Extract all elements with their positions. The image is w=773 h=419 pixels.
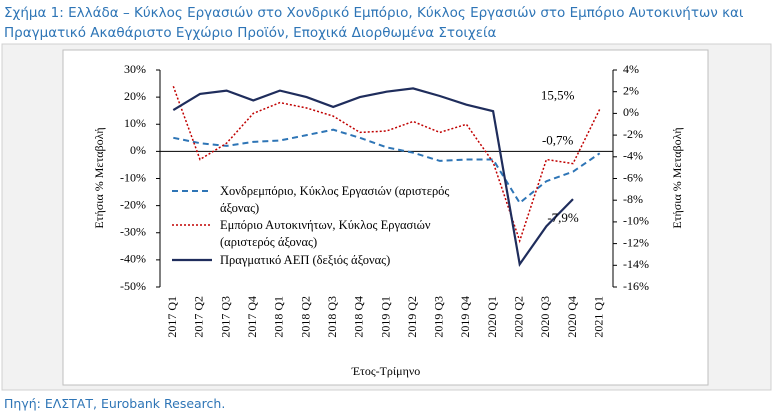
x-tick-label: 2017 Q4 — [245, 296, 259, 338]
legend-label: Εμπόριο Αυτοκινήτων, Κύκλος Εργασιών (αρ… — [220, 218, 431, 249]
y-tick-label: -20% — [120, 197, 146, 211]
x-tick-label: 2017 Q1 — [165, 296, 179, 338]
x-tick-label: 2021 Q1 — [591, 296, 605, 338]
y2-tick-label: -16% — [623, 279, 649, 293]
y2-tick-label: -12% — [623, 235, 649, 249]
y2-tick-label: -4% — [623, 149, 643, 163]
y-tick-label: 0% — [130, 143, 146, 157]
x-axis-title: Έτος-Τρίμηνο — [351, 364, 421, 378]
series-line — [173, 128, 601, 205]
y2-tick-label: -8% — [623, 192, 643, 206]
series-line — [172, 86, 601, 244]
y2-tick-label: 2% — [623, 83, 639, 97]
y-tick-label: -10% — [120, 170, 146, 184]
legend-label: Πραγματικό ΑΕΠ (δεξιός άξονας) — [220, 253, 391, 267]
y2-tick-label: -6% — [623, 170, 643, 184]
x-tick-label: 2019 Q4 — [458, 296, 472, 338]
y2-tick-label: 4% — [623, 62, 639, 76]
y2-tick-label: -14% — [623, 257, 649, 271]
value-label: -0,7% — [542, 132, 574, 147]
x-tick-label: 2020 Q4 — [565, 296, 579, 338]
plot-panel — [62, 49, 709, 386]
y2-tick-label: -2% — [623, 127, 643, 141]
value-label: 15,5% — [541, 87, 575, 102]
x-tick-label: 2018 Q2 — [298, 296, 312, 338]
series-line — [172, 87, 574, 268]
y-axis-title: Ετήσια % Μεταβολή — [92, 127, 106, 228]
y2-tick-label: 0% — [623, 105, 639, 119]
y2-axis-title: Ετήσια % Μεταβολή — [670, 127, 684, 228]
legend-label: Χονδρεμπόριο, Κύκλος Εργασιών (αριστερός… — [220, 184, 450, 215]
x-tick-label: 2020 Q3 — [538, 296, 552, 338]
x-tick-label: 2019 Q1 — [378, 296, 392, 338]
x-tick-label: 2018 Q4 — [352, 296, 366, 338]
x-tick-label: 2017 Q3 — [218, 296, 232, 338]
y-tick-label: -50% — [120, 279, 146, 293]
y-tick-label: -40% — [120, 252, 146, 266]
chart-title: Σχήμα 1: Ελλάδα – Κύκλος Εργασιών στο Χο… — [4, 5, 744, 41]
source: Πηγή: ΕΛΣΤΑΤ, Eurobank Research. — [4, 396, 226, 411]
x-tick-label: 2017 Q2 — [192, 296, 206, 338]
x-tick-label: 2018 Q1 — [272, 296, 286, 338]
y2-tick-label: -10% — [623, 214, 649, 228]
x-tick-label: 2019 Q2 — [405, 296, 419, 338]
x-tick-label: 2020 Q1 — [485, 296, 499, 338]
value-label: -7,9% — [547, 210, 579, 225]
y-tick-label: -30% — [120, 225, 146, 239]
x-tick-label: 2019 Q3 — [432, 296, 446, 338]
y-tick-label: 30% — [124, 62, 146, 76]
y-tick-label: 20% — [124, 89, 146, 103]
y-tick-label: 10% — [124, 116, 146, 130]
x-tick-label: 2020 Q2 — [511, 296, 525, 338]
x-tick-label: 2018 Q3 — [325, 296, 339, 338]
